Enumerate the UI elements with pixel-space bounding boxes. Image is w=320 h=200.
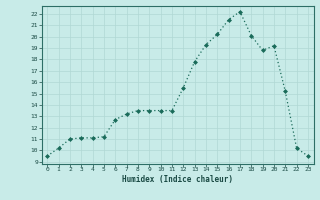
X-axis label: Humidex (Indice chaleur): Humidex (Indice chaleur) xyxy=(122,175,233,184)
